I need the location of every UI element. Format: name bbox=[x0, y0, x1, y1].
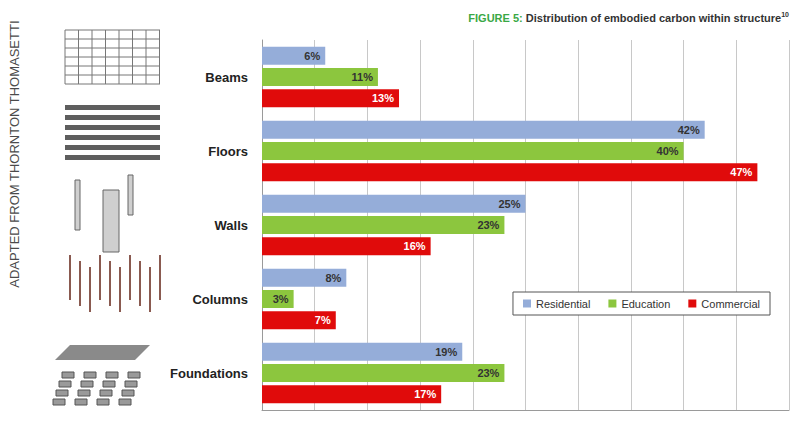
svg-text:Commercial: Commercial bbox=[701, 298, 760, 310]
svg-text:Beams: Beams bbox=[205, 70, 248, 85]
svg-text:8%: 8% bbox=[325, 272, 341, 284]
svg-text:7%: 7% bbox=[315, 314, 331, 326]
svg-text:42%: 42% bbox=[678, 124, 700, 136]
svg-text:Distribution of embodied carbo: Distribution of embodied carbon within s… bbox=[523, 12, 782, 24]
svg-text:Floors: Floors bbox=[208, 144, 248, 159]
svg-text:Residential: Residential bbox=[536, 298, 590, 310]
svg-text:Foundations: Foundations bbox=[170, 366, 248, 381]
svg-text:23%: 23% bbox=[477, 219, 499, 231]
svg-text:23%: 23% bbox=[477, 367, 499, 379]
svg-text:6%: 6% bbox=[304, 50, 320, 62]
svg-text:40%: 40% bbox=[657, 145, 679, 157]
svg-text:47%: 47% bbox=[730, 166, 752, 178]
svg-text:17%: 17% bbox=[414, 388, 436, 400]
svg-text:25%: 25% bbox=[498, 198, 520, 210]
svg-text:ADAPTED FROM THORNTON THOMASET: ADAPTED FROM THORNTON THOMASETTI bbox=[7, 20, 22, 287]
svg-text:Walls: Walls bbox=[215, 218, 248, 233]
svg-text:19%: 19% bbox=[435, 346, 457, 358]
svg-text:FIGURE 5:: FIGURE 5: bbox=[468, 12, 522, 24]
svg-text:3%: 3% bbox=[273, 293, 289, 305]
svg-text:13%: 13% bbox=[372, 92, 394, 104]
svg-text:Education: Education bbox=[621, 298, 670, 310]
svg-text:10: 10 bbox=[781, 11, 789, 18]
svg-text:Columns: Columns bbox=[192, 292, 248, 307]
svg-text:11%: 11% bbox=[352, 71, 374, 83]
svg-text:16%: 16% bbox=[404, 240, 426, 252]
